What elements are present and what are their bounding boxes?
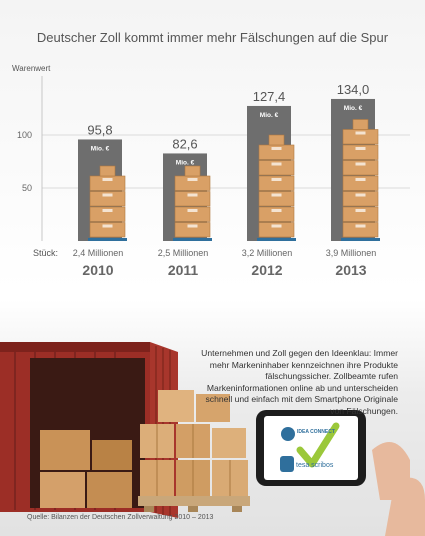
box-label bbox=[355, 131, 366, 135]
box bbox=[174, 191, 211, 207]
x-tick-label: 2010 bbox=[82, 262, 113, 278]
box bbox=[99, 165, 116, 177]
box-label bbox=[355, 147, 366, 150]
box bbox=[258, 206, 295, 222]
box bbox=[258, 175, 295, 191]
bar-value-label: 127,4 bbox=[253, 89, 286, 104]
unit-label: Mio. € bbox=[176, 159, 195, 166]
unit-label: Mio. € bbox=[344, 105, 363, 112]
count-label: 2,4 Millionen bbox=[73, 248, 124, 258]
box-label bbox=[355, 224, 366, 228]
box bbox=[184, 165, 201, 177]
box bbox=[174, 222, 211, 238]
count-prefix: Stück: bbox=[33, 248, 58, 258]
box-label bbox=[271, 224, 282, 228]
pallet bbox=[341, 238, 380, 241]
box-label bbox=[355, 209, 366, 212]
chart-area: Warenwert 50 100 95,8 Mio. € 2,4 Millionen 201… bbox=[12, 64, 410, 278]
logo-idea-connect: IDEA CONNECT bbox=[297, 429, 335, 435]
box-label bbox=[102, 224, 113, 228]
box bbox=[342, 206, 379, 222]
bar-value-label: 95,8 bbox=[87, 122, 112, 137]
pallet bbox=[88, 238, 127, 241]
box bbox=[342, 160, 379, 176]
y-tick-label: 100 bbox=[17, 130, 32, 140]
box-label bbox=[102, 178, 113, 181]
box bbox=[258, 191, 295, 207]
box-label bbox=[271, 178, 282, 181]
unit-label: Mio. € bbox=[91, 145, 110, 152]
box-label bbox=[271, 162, 282, 166]
box bbox=[342, 144, 379, 160]
pallet bbox=[173, 238, 212, 241]
x-tick-label: 2013 bbox=[335, 262, 366, 278]
count-label: 3,2 Millionen bbox=[242, 248, 293, 258]
box bbox=[342, 191, 379, 207]
box bbox=[89, 206, 126, 222]
bar-value-label: 134,0 bbox=[337, 82, 370, 97]
box-label bbox=[187, 193, 198, 197]
count-label: 2,5 Millionen bbox=[158, 248, 209, 258]
box bbox=[258, 222, 295, 238]
pallet bbox=[257, 238, 296, 241]
y-axis-label: Warenwert bbox=[12, 64, 51, 73]
x-tick-label: 2011 bbox=[168, 262, 199, 278]
box bbox=[352, 119, 369, 130]
box bbox=[268, 134, 285, 146]
y-tick-label: 50 bbox=[22, 183, 32, 193]
source-note: Quelle: Bilanzen der Deutschen Zollverwa… bbox=[27, 514, 214, 521]
box bbox=[89, 222, 126, 238]
bar-value-label: 82,6 bbox=[172, 136, 197, 151]
box bbox=[89, 191, 126, 207]
box-label bbox=[355, 162, 366, 166]
chart-title: Deutscher Zoll kommt immer mehr Fälschun… bbox=[36, 30, 389, 45]
photo-area: IDEA CONNECT tesa scribos bbox=[0, 300, 425, 536]
box bbox=[174, 206, 211, 222]
box-label bbox=[102, 209, 113, 212]
box bbox=[342, 175, 379, 191]
box-label bbox=[355, 178, 366, 181]
x-tick-label: 2012 bbox=[251, 262, 282, 278]
box bbox=[342, 222, 379, 238]
box bbox=[258, 160, 295, 176]
container-illustration bbox=[0, 342, 425, 536]
box-label bbox=[271, 209, 282, 212]
box-label bbox=[271, 147, 282, 150]
box-label bbox=[187, 209, 198, 212]
box-label bbox=[187, 178, 198, 181]
box-label bbox=[355, 193, 366, 197]
unit-label: Mio. € bbox=[260, 112, 279, 119]
count-label: 3,9 Millionen bbox=[326, 248, 377, 258]
logo-tesa-scribos: tesa scribos bbox=[296, 462, 334, 469]
box-label bbox=[271, 193, 282, 197]
box-label bbox=[102, 193, 113, 197]
info-text: Unternehmen und Zoll gegen den Ideenklau… bbox=[201, 348, 398, 416]
box-label bbox=[187, 224, 198, 228]
